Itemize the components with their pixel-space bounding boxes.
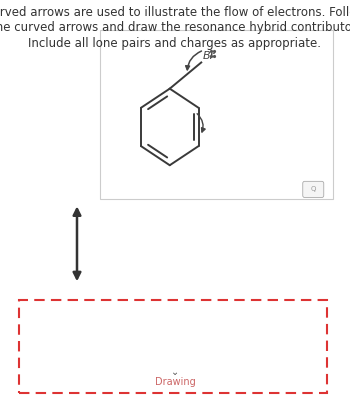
FancyArrowPatch shape — [197, 114, 205, 132]
Text: Q: Q — [310, 187, 316, 192]
Text: Include all lone pairs and charges as appropriate.: Include all lone pairs and charges as ap… — [28, 37, 322, 50]
Text: the curved arrows and draw the resonance hybrid contributor.: the curved arrows and draw the resonance… — [0, 21, 350, 34]
FancyBboxPatch shape — [303, 181, 324, 197]
Bar — [19, 300, 327, 393]
Text: Curved arrows are used to illustrate the flow of electrons. Follow: Curved arrows are used to illustrate the… — [0, 6, 350, 19]
Text: ⌄: ⌄ — [171, 367, 179, 376]
Text: Br: Br — [202, 51, 215, 61]
FancyArrowPatch shape — [186, 51, 202, 70]
Text: Drawing: Drawing — [155, 377, 195, 387]
Bar — [100, 30, 332, 199]
